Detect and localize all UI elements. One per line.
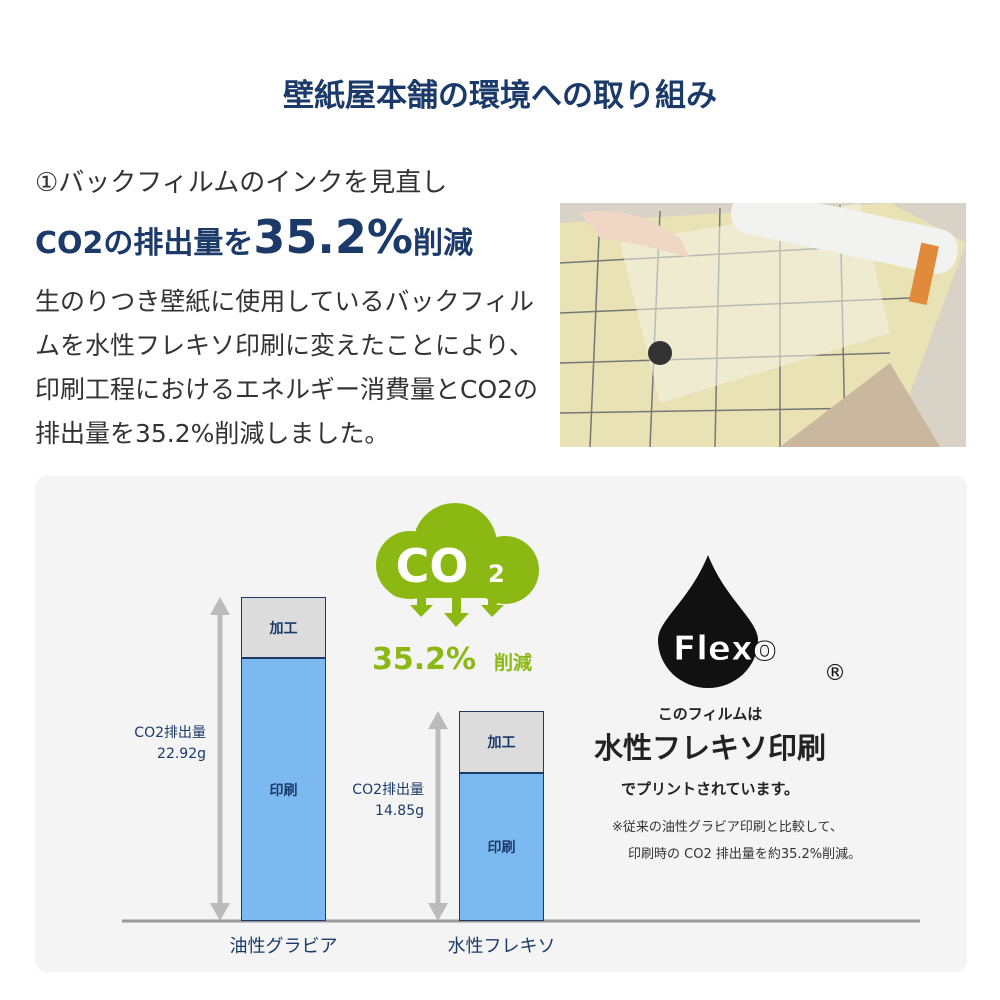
- total-label: CO2排出量 14.85g: [352, 780, 424, 822]
- flexo-line2: 水性フレキソ印刷: [593, 731, 826, 765]
- bar-segment-printing: 印刷: [459, 772, 544, 921]
- cloud-subscript: 2: [488, 560, 505, 588]
- segment-label: 印刷: [487, 839, 516, 856]
- total-label-line: 14.85g: [375, 803, 424, 820]
- section-heading: ①バックフィルムのインクを見直し: [35, 168, 448, 198]
- reduction-value: 35.2%: [372, 642, 476, 677]
- registered-mark: ®: [824, 661, 846, 686]
- segment-label: 加工: [269, 620, 298, 637]
- segment-label: 印刷: [269, 782, 298, 799]
- flexo-note2: 印刷時の CO2 排出量を約35.2%削減。: [628, 847, 862, 862]
- section-body: 生のりつき壁紙に使用しているバックフィルムを水性フレキソ印刷に変えたことにより､…: [35, 287, 539, 448]
- cloud-text: CO: [396, 539, 469, 593]
- flexo-note1: ※従来の油性グラビア印刷と比較して、: [612, 820, 843, 835]
- total-label-line: 22.92g: [157, 746, 206, 762]
- reduction-suffix: 削減: [494, 651, 532, 674]
- headline-number: 35.2%: [253, 210, 413, 264]
- page-title: 壁紙屋本舗の環境への取り組み: [283, 78, 717, 114]
- total-label-line: CO2排出量: [352, 782, 424, 799]
- backfilm-photo: [560, 203, 966, 447]
- section-headline: CO2の排出量を35.2%削減: [35, 210, 473, 264]
- bar-segment-processing: 加工: [241, 597, 326, 659]
- bar-segment-printing: 印刷: [241, 658, 326, 921]
- flexo-line3: でプリントされています。: [620, 780, 800, 798]
- arrow-head: [210, 597, 230, 615]
- arrow-head: [428, 903, 448, 921]
- arrow-head: [428, 711, 448, 730]
- flexo-logo: Flexo: [673, 629, 776, 669]
- headline-pre: CO2の排出量を: [35, 226, 254, 261]
- category-label: 水性フレキソ: [447, 936, 556, 957]
- headline-post: 削減: [413, 226, 473, 261]
- bar-segment-processing: 加工: [459, 711, 544, 773]
- flexo-line1: このフィルムは: [657, 705, 763, 723]
- co2-cloud-icon: [376, 503, 539, 627]
- segment-label: 加工: [487, 734, 516, 751]
- total-label-line: CO2排出量: [134, 725, 206, 741]
- total-label: CO2排出量 22.92g: [134, 723, 206, 765]
- ink-drop-icon: [658, 555, 758, 688]
- category-label: 油性グラビア: [229, 936, 338, 957]
- arrow-head: [210, 903, 230, 921]
